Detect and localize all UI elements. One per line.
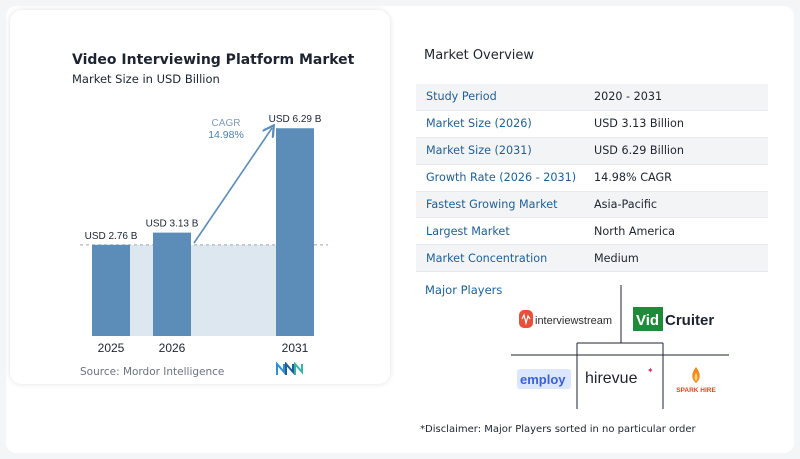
overview-row: Market Size (2026) USD 3.13 Billion bbox=[416, 111, 768, 138]
overview-title: Market Overview bbox=[424, 48, 535, 63]
overview-label: Market Size (2026) bbox=[426, 117, 532, 131]
bar-chart: USD 2.76 B 2025 USD 3.13 B 2026 USD 6.29 B 20… bbox=[80, 114, 328, 355]
overview-row: Study Period 2020 - 2031 bbox=[416, 84, 768, 111]
vidcruiter-logo: Vid Cruiter bbox=[633, 307, 714, 331]
data-label-2031: USD 6.29 B bbox=[269, 114, 322, 125]
overview-row: Market Concentration Medium bbox=[416, 245, 768, 273]
overview-value: Asia-Pacific bbox=[594, 198, 658, 211]
cagr-label: CAGR bbox=[212, 118, 241, 129]
bar-2026 bbox=[153, 232, 191, 336]
mordor-logo-icon bbox=[276, 362, 303, 375]
overview-label: Market Concentration bbox=[426, 251, 548, 265]
overview-table: Study Period 2020 - 2031 Market Size (202… bbox=[416, 84, 768, 273]
x-tick-label-2026: 2026 bbox=[159, 341, 186, 355]
overview-value: North America bbox=[594, 224, 675, 238]
x-tick-label-2025: 2025 bbox=[98, 341, 125, 355]
svg-text:Cruiter: Cruiter bbox=[665, 312, 714, 329]
overview-row: Growth Rate (2026 - 2031) 14.98% CAGR bbox=[416, 165, 768, 192]
svg-text:employ: employ bbox=[520, 372, 566, 387]
data-label-2025: USD 2.76 B bbox=[85, 231, 138, 242]
source-text: Source: Mordor Intelligence bbox=[80, 366, 225, 378]
data-label-2026: USD 3.13 B bbox=[146, 219, 199, 230]
svg-text:interviewstream: interviewstream bbox=[535, 315, 612, 327]
svg-text:✦: ✦ bbox=[647, 366, 654, 375]
overview-label: Growth Rate (2026 - 2031) bbox=[426, 171, 577, 185]
overview-label: Market Size (2031) bbox=[426, 144, 532, 158]
bar-2025 bbox=[92, 244, 130, 336]
chart-subtitle: Market Size in USD Billion bbox=[72, 72, 220, 86]
overview-label: Fastest Growing Market bbox=[426, 198, 558, 211]
svg-text:hirevue: hirevue bbox=[585, 370, 638, 387]
hirevue-logo: hirevue ✦ bbox=[585, 366, 654, 387]
overview-row: Largest Market North America bbox=[416, 218, 768, 246]
overview-label: Largest Market bbox=[426, 224, 510, 238]
sparkhire-logo: SPARK HIRE bbox=[676, 367, 716, 394]
overview-value: 2020 - 2031 bbox=[594, 90, 663, 104]
players-title: Major Players bbox=[425, 283, 503, 297]
cagr-arrow bbox=[193, 128, 272, 244]
interviewstream-logo: interviewstream bbox=[519, 310, 612, 328]
bar-2031 bbox=[276, 128, 314, 336]
chart-title: Video Interviewing Platform Market bbox=[72, 52, 355, 68]
overview-row: Market Size (2031) USD 6.29 Billion bbox=[416, 137, 768, 165]
overview-label: Study Period bbox=[426, 90, 497, 104]
players-logo-grid: interviewstream Vid Cruiter employ hirev… bbox=[511, 285, 729, 409]
employ-logo: employ bbox=[517, 369, 571, 389]
overview-value: Medium bbox=[594, 251, 639, 265]
overview-value: USD 6.29 Billion bbox=[594, 144, 684, 158]
disclaimer-text: *Disclaimer: Major Players sorted in no … bbox=[420, 424, 696, 435]
svg-text:Vid: Vid bbox=[636, 312, 659, 329]
overview-value: 14.98% CAGR bbox=[594, 171, 672, 185]
overview-row: Fastest Growing Market Asia-Pacific bbox=[416, 191, 768, 219]
cagr-value: 14.98% bbox=[208, 129, 244, 141]
svg-text:SPARK HIRE: SPARK HIRE bbox=[676, 387, 716, 394]
overview-value: USD 3.13 Billion bbox=[594, 117, 684, 131]
x-tick-label-2031: 2031 bbox=[282, 341, 309, 355]
